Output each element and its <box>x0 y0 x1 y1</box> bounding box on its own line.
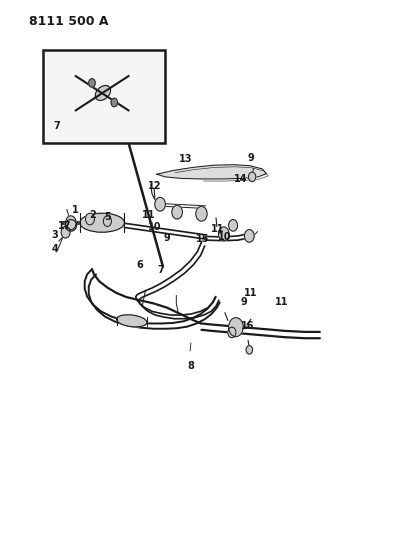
Circle shape <box>111 98 118 107</box>
Text: 11: 11 <box>211 223 224 233</box>
Circle shape <box>249 172 256 182</box>
Text: 10: 10 <box>148 222 162 232</box>
Circle shape <box>229 318 243 337</box>
Circle shape <box>89 79 95 87</box>
Ellipse shape <box>80 213 125 232</box>
Circle shape <box>103 216 111 227</box>
Text: 9: 9 <box>164 233 170 243</box>
Text: 12: 12 <box>148 181 162 191</box>
Text: 3: 3 <box>51 230 58 240</box>
Text: 1: 1 <box>72 205 79 215</box>
Text: 9: 9 <box>247 154 254 164</box>
Circle shape <box>229 220 238 231</box>
Text: 8: 8 <box>187 361 194 370</box>
Text: 9: 9 <box>241 297 247 308</box>
Circle shape <box>172 205 182 219</box>
Text: 11: 11 <box>142 210 155 220</box>
Text: 10: 10 <box>218 232 232 243</box>
Text: 11: 11 <box>244 288 258 298</box>
Circle shape <box>219 227 229 241</box>
Text: 5: 5 <box>104 212 111 222</box>
Text: 14: 14 <box>234 174 248 184</box>
Circle shape <box>245 230 254 242</box>
Text: 4: 4 <box>51 244 58 254</box>
Text: 15: 15 <box>196 233 209 244</box>
Circle shape <box>85 213 95 225</box>
Text: 2: 2 <box>90 211 96 220</box>
Circle shape <box>61 227 70 238</box>
Circle shape <box>228 327 236 338</box>
Text: 16: 16 <box>241 320 254 330</box>
Text: 11: 11 <box>275 297 289 307</box>
Ellipse shape <box>117 315 147 327</box>
Text: 17: 17 <box>58 221 71 231</box>
Circle shape <box>246 345 252 354</box>
Text: 6: 6 <box>136 260 143 270</box>
Text: 13: 13 <box>178 155 192 164</box>
Ellipse shape <box>95 85 111 100</box>
Circle shape <box>66 216 76 230</box>
Bar <box>43 50 165 142</box>
Circle shape <box>196 206 207 221</box>
Ellipse shape <box>65 220 76 231</box>
Polygon shape <box>157 165 266 179</box>
Circle shape <box>155 197 165 211</box>
Text: 7: 7 <box>53 122 60 131</box>
Text: 7: 7 <box>157 265 164 275</box>
Text: 8111 500 A: 8111 500 A <box>29 15 109 28</box>
